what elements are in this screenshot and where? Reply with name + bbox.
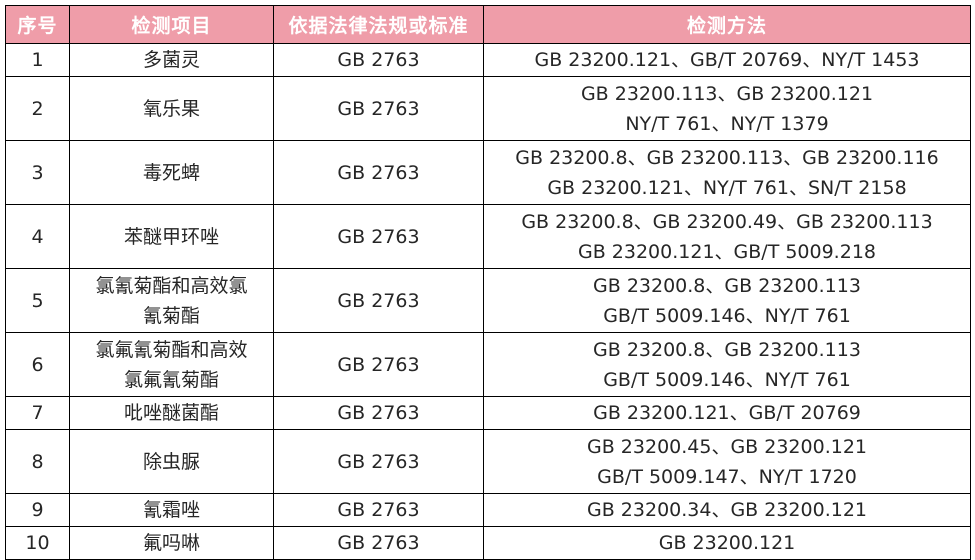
method-line: GB 23200.121、GB/T 20769 xyxy=(593,402,861,424)
cell-serial-number: 6 xyxy=(5,332,70,397)
cell-standard: GB 2763 xyxy=(273,140,484,205)
method-line: NY/T 761、NY/T 1379 xyxy=(625,112,829,135)
table-row: 5 氯氰菊酯和高效氯 氰菊酯 GB 2763 GB 23200.8、GB 232… xyxy=(5,268,971,333)
method-line: GB 23200.8、GB 23200.113、GB 23200.116 xyxy=(515,146,939,169)
column-header-serial-number: 序号 xyxy=(5,5,70,44)
method-line: GB/T 5009.147、NY/T 1720 xyxy=(597,465,857,488)
cell-detection-method: GB 23200.34、GB 23200.121 xyxy=(483,493,971,527)
cell-serial-number: 1 xyxy=(5,43,70,77)
table-row: 7 吡唑醚菌酯 GB 2763 GB 23200.121、GB/T 20769 xyxy=(5,396,971,430)
method-line: GB 23200.34、GB 23200.121 xyxy=(587,499,867,521)
cell-serial-number: 5 xyxy=(5,268,70,333)
cell-serial-number: 9 xyxy=(5,493,70,527)
cell-standard: GB 2763 xyxy=(273,429,484,494)
table-row: 8 除虫脲 GB 2763 GB 23200.45、GB 23200.121 G… xyxy=(5,429,971,494)
cell-detection-item: 氯氰菊酯和高效氯 氰菊酯 xyxy=(69,268,274,333)
cell-standard: GB 2763 xyxy=(273,332,484,397)
cell-standard: GB 2763 xyxy=(273,43,484,77)
column-header-detection-method: 检测方法 xyxy=(483,5,971,44)
cell-standard: GB 2763 xyxy=(273,268,484,333)
cell-serial-number: 8 xyxy=(5,429,70,494)
method-line: GB/T 5009.146、NY/T 761 xyxy=(603,368,851,391)
table-row: 4 苯醚甲环唑 GB 2763 GB 23200.8、GB 23200.49、G… xyxy=(5,204,971,269)
detection-methods-table: 序号 检测项目 依据法律法规或标准 检测方法 1 多菌灵 GB 2763 GB … xyxy=(5,5,971,560)
cell-detection-item: 氧乐果 xyxy=(69,76,274,141)
method-line: GB 23200.8、GB 23200.113 xyxy=(593,338,861,361)
cell-detection-method: GB 23200.8、GB 23200.49、GB 23200.113 GB 2… xyxy=(483,204,971,269)
method-line: GB 23200.113、GB 23200.121 xyxy=(580,82,874,105)
method-line: GB 23200.8、GB 23200.113 xyxy=(593,274,861,297)
cell-detection-item: 氟吗啉 xyxy=(69,526,274,560)
table-row: 9 氰霜唑 GB 2763 GB 23200.34、GB 23200.121 xyxy=(5,493,971,527)
method-line: GB/T 5009.146、NY/T 761 xyxy=(603,304,851,327)
table-row: 6 氯氟氰菊酯和高效 氯氟氰菊酯 GB 2763 GB 23200.8、GB 2… xyxy=(5,332,971,397)
cell-serial-number: 4 xyxy=(5,204,70,269)
cell-detection-item: 毒死蜱 xyxy=(69,140,274,205)
method-line: GB 23200.45、GB 23200.121 xyxy=(587,435,867,458)
cell-detection-method: GB 23200.8、GB 23200.113 GB/T 5009.146、NY… xyxy=(483,332,971,397)
cell-detection-item: 氰霜唑 xyxy=(69,493,274,527)
cell-serial-number: 2 xyxy=(5,76,70,141)
cell-detection-method: GB 23200.113、GB 23200.121 NY/T 761、NY/T … xyxy=(483,76,971,141)
cell-detection-method: GB 23200.45、GB 23200.121 GB/T 5009.147、N… xyxy=(483,429,971,494)
cell-detection-item: 氯氟氰菊酯和高效 氯氟氰菊酯 xyxy=(69,332,274,397)
cell-detection-item: 苯醚甲环唑 xyxy=(69,204,274,269)
column-header-standard: 依据法律法规或标准 xyxy=(273,5,484,44)
table-row: 1 多菌灵 GB 2763 GB 23200.121、GB/T 20769、NY… xyxy=(5,43,971,77)
cell-detection-method: GB 23200.8、GB 23200.113 GB/T 5009.146、NY… xyxy=(483,268,971,333)
table-header-row: 序号 检测项目 依据法律法规或标准 检测方法 xyxy=(5,5,971,44)
cell-serial-number: 10 xyxy=(5,526,70,560)
method-line: GB 23200.121、GB/T 5009.218 xyxy=(577,240,876,263)
cell-detection-item: 除虫脲 xyxy=(69,429,274,494)
cell-detection-method: GB 23200.8、GB 23200.113、GB 23200.116 GB … xyxy=(483,140,971,205)
method-line: GB 23200.121、GB/T 20769、NY/T 1453 xyxy=(534,49,920,71)
cell-standard: GB 2763 xyxy=(273,76,484,141)
method-line: GB 23200.121、NY/T 761、SN/T 2158 xyxy=(547,176,907,199)
cell-detection-method: GB 23200.121、GB/T 20769 xyxy=(483,396,971,430)
cell-detection-item: 吡唑醚菌酯 xyxy=(69,396,274,430)
table-row: 3 毒死蜱 GB 2763 GB 23200.8、GB 23200.113、GB… xyxy=(5,140,971,205)
cell-serial-number: 3 xyxy=(5,140,70,205)
cell-serial-number: 7 xyxy=(5,396,70,430)
cell-standard: GB 2763 xyxy=(273,396,484,430)
cell-detection-item: 多菌灵 xyxy=(69,43,274,77)
cell-detection-method: GB 23200.121、GB/T 20769、NY/T 1453 xyxy=(483,43,971,77)
method-line: GB 23200.8、GB 23200.49、GB 23200.113 xyxy=(521,210,933,233)
method-line: GB 23200.121 xyxy=(658,532,796,554)
cell-standard: GB 2763 xyxy=(273,204,484,269)
table-row: 10 氟吗啉 GB 2763 GB 23200.121 xyxy=(5,526,971,560)
cell-standard: GB 2763 xyxy=(273,526,484,560)
table-row: 2 氧乐果 GB 2763 GB 23200.113、GB 23200.121 … xyxy=(5,76,971,141)
cell-detection-method: GB 23200.121 xyxy=(483,526,971,560)
column-header-detection-item: 检测项目 xyxy=(69,5,274,44)
cell-standard: GB 2763 xyxy=(273,493,484,527)
